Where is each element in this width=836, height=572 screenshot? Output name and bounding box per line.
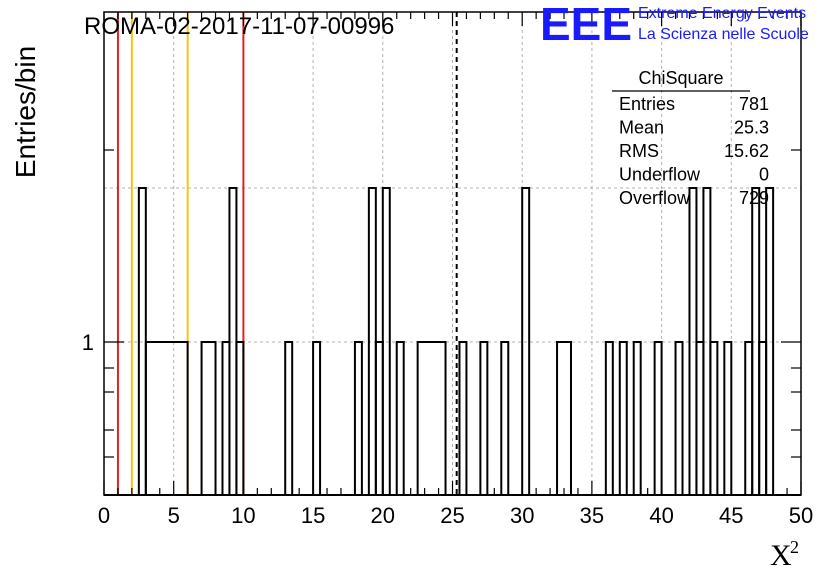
x-tick-label: 25 bbox=[440, 503, 464, 528]
logo-mark: EEE bbox=[540, 0, 632, 50]
histogram-bar bbox=[312, 341, 322, 496]
x-tick-label: 35 bbox=[580, 503, 604, 528]
x-tick-label: 5 bbox=[168, 503, 180, 528]
stats-row-label: Mean bbox=[619, 118, 664, 138]
chart-title: ROMA-02-2017-11-07-00996 bbox=[84, 13, 394, 40]
eee-logo: EEE Extreme Energy Events La Scienza nel… bbox=[540, 0, 809, 50]
histogram-bar bbox=[556, 341, 572, 496]
histogram-bar bbox=[458, 341, 468, 496]
histogram-bar bbox=[374, 341, 384, 496]
histogram-bar bbox=[144, 341, 189, 496]
histogram-bar bbox=[416, 341, 447, 496]
histogram-bar bbox=[284, 341, 294, 496]
histogram-bar bbox=[479, 341, 489, 496]
stats-title: ChiSquare bbox=[638, 68, 723, 88]
histogram-bar bbox=[235, 341, 245, 496]
stats-row-value: 15.62 bbox=[724, 141, 769, 161]
stats-row-label: RMS bbox=[619, 141, 659, 161]
x-tick-label: 45 bbox=[719, 503, 743, 528]
histogram-bar bbox=[674, 341, 684, 496]
histogram-bar bbox=[604, 341, 614, 496]
x-tick-label: 30 bbox=[510, 503, 534, 528]
histogram-bar bbox=[618, 341, 628, 496]
stats-row-value: 729 bbox=[739, 188, 769, 208]
histogram-bar bbox=[709, 341, 719, 496]
stats-row-value: 0 bbox=[759, 165, 769, 185]
x-tick-label: 10 bbox=[231, 503, 255, 528]
x-tick-label: 50 bbox=[789, 503, 813, 528]
histogram-bar bbox=[632, 341, 642, 496]
histogram-bar bbox=[653, 341, 663, 496]
stats-row-label: Entries bbox=[619, 94, 675, 114]
histogram-bar bbox=[500, 341, 510, 496]
stats-box: ChiSquare Entries 781 Mean 25.3 RMS 15.62 Unde… bbox=[612, 68, 769, 208]
histogram-bar bbox=[221, 341, 231, 496]
logo-line-1: Extreme Energy Events bbox=[638, 5, 806, 22]
x-tick-label: 15 bbox=[301, 503, 325, 528]
histogram-bar bbox=[723, 341, 733, 496]
histogram-bar bbox=[200, 341, 217, 496]
x-tick-label: 40 bbox=[649, 503, 673, 528]
reference-lines bbox=[116, 12, 458, 495]
histogram-bar bbox=[395, 341, 405, 496]
stats-row-label: Underflow bbox=[619, 165, 701, 185]
axes: 0 5 10 15 20 25 30 35 40 45 50 1 bbox=[82, 11, 813, 528]
stats-row-value: 781 bbox=[739, 94, 769, 114]
histogram-bar bbox=[744, 341, 754, 496]
x-axis-label-superscript: 2 bbox=[790, 537, 799, 557]
x-tick-label: 20 bbox=[371, 503, 395, 528]
histogram-bar bbox=[695, 341, 705, 496]
x-axis-label: X bbox=[770, 539, 792, 572]
stats-row-value: 25.3 bbox=[734, 118, 769, 138]
y-axis-label: Entries/bin bbox=[10, 46, 41, 178]
logo-line-2: La Scienza nelle Scuole bbox=[638, 26, 809, 43]
histogram-bar bbox=[353, 341, 363, 496]
x-tick-label: 0 bbox=[98, 503, 110, 528]
y-tick-label: 1 bbox=[82, 330, 94, 355]
stats-row-label: Overflow bbox=[619, 188, 691, 208]
histogram-bar bbox=[758, 341, 768, 496]
